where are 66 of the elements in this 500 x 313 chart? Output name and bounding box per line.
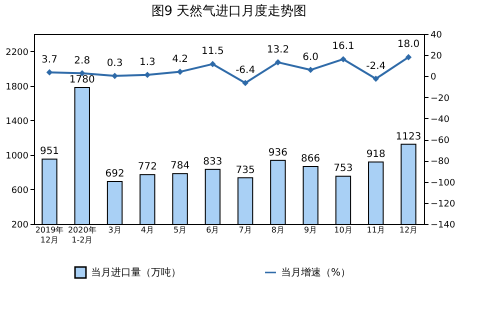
- data-label: 936: [268, 147, 288, 158]
- data-label: 0.3: [106, 58, 123, 69]
- point: [274, 59, 282, 66]
- data-label: 833: [203, 156, 222, 168]
- data-label: 11.5: [202, 46, 224, 58]
- y2-tick-label: 0: [430, 72, 436, 83]
- legend-label: 当月进口量（万吨）: [91, 266, 181, 278]
- point: [176, 68, 184, 75]
- data-label: 2.8: [74, 55, 90, 66]
- legend-label: 当月增速（%）: [281, 266, 351, 278]
- point: [242, 80, 248, 86]
- y-tick-label: 1800: [6, 82, 29, 92]
- data-label: 1.3: [139, 56, 156, 68]
- data-label: 735: [236, 164, 255, 176]
- y-tick-label: 1000: [6, 151, 29, 162]
- point: [307, 66, 314, 74]
- y2-tick-label: 20: [430, 52, 442, 62]
- point: [405, 54, 412, 60]
- data-label: 918: [366, 148, 386, 160]
- data-label: 772: [138, 162, 157, 173]
- x-tick-label: 2020年 1-2月: [68, 226, 96, 244]
- data-label: 3.7: [42, 54, 58, 66]
- x-tick-label: 10月: [334, 226, 352, 234]
- point: [210, 60, 216, 68]
- y2-tick-label: 40: [430, 30, 442, 40]
- y2-tick-label: −40: [430, 114, 450, 125]
- data-label: 784: [170, 160, 190, 172]
- point: [144, 72, 151, 78]
- x-tick-label: 2019年 12月: [35, 226, 64, 244]
- data-label: -2.4: [366, 60, 386, 72]
- point: [340, 56, 346, 62]
- y-tick-label: 200: [11, 220, 29, 230]
- x-tick-label: 9月: [304, 226, 318, 234]
- data-label: 692: [105, 168, 124, 180]
- x-tick-label: 11月: [366, 226, 385, 234]
- data-label: 866: [301, 153, 320, 164]
- data-label: 13.2: [266, 44, 290, 56]
- y2-tick-label: −100: [430, 178, 456, 188]
- y2-tick-label: −60: [430, 136, 450, 146]
- data-label: 951: [40, 146, 60, 158]
- x-tick-label: 3月: [108, 226, 122, 234]
- data-label: 753: [334, 163, 353, 174]
- point: [372, 76, 380, 82]
- data-label: 18.0: [397, 39, 420, 50]
- chart-title: 图9 天然气进口月度走势图: [151, 3, 307, 19]
- y-tick-label: 1400: [6, 116, 29, 127]
- data-label: 16.1: [332, 41, 354, 52]
- y2-tick-label: −20: [430, 94, 450, 104]
- data-label: 4.2: [172, 54, 188, 65]
- x-tick-label: 4月: [140, 226, 154, 234]
- point: [46, 69, 53, 76]
- point: [112, 72, 118, 80]
- y-tick-label: 600: [11, 186, 29, 196]
- y2-tick-label: −140: [430, 220, 456, 230]
- x-tick-label: 8月: [271, 226, 284, 234]
- y2-tick-label: −80: [430, 157, 450, 168]
- x-tick-label: 6月: [206, 226, 220, 234]
- y2-tick-label: −120: [430, 199, 456, 210]
- x-tick-label: 7月: [238, 226, 252, 234]
- data-label: 6.0: [302, 52, 319, 63]
- x-tick-label: 5月: [174, 226, 187, 234]
- data-label: -6.4: [236, 64, 256, 76]
- data-label: 1780: [69, 74, 95, 86]
- data-label: 1123: [396, 131, 422, 142]
- x-tick-label: 12月: [399, 226, 418, 234]
- y-tick-label: 2200: [6, 48, 29, 58]
